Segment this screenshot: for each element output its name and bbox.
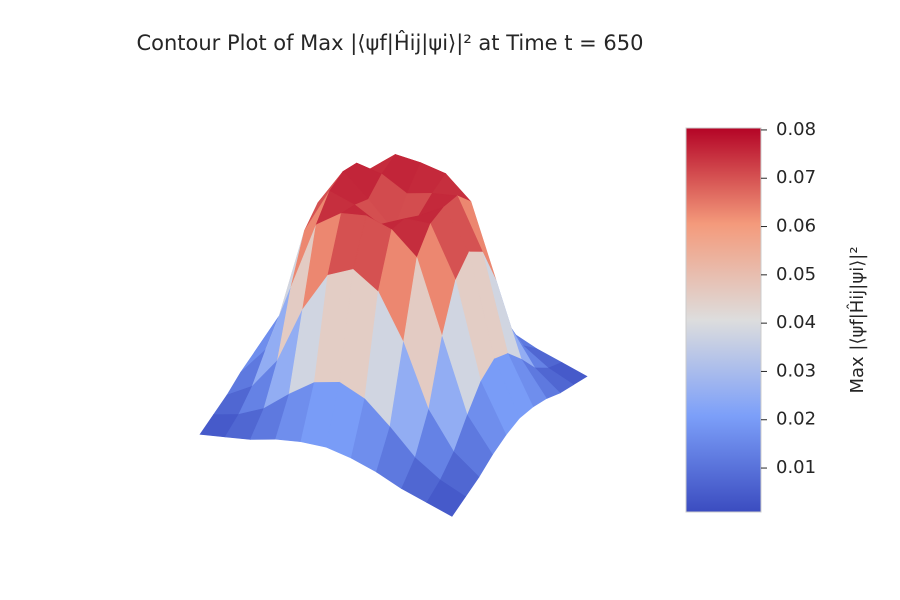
colorbar-label: Max |⟨ψf|Ĥij|ψi⟩|²	[846, 246, 868, 393]
colorbar-tick-label: 0.08	[776, 119, 816, 140]
colorbar-tick-label: 0.02	[776, 409, 816, 430]
colorbar-tick-label: 0.04	[776, 312, 816, 333]
colorbar-tick-label: 0.06	[776, 216, 816, 237]
colorbar	[685, 127, 762, 513]
surface	[199, 153, 588, 517]
colorbar-tick-label: 0.03	[776, 360, 816, 381]
colorbar-tick-label: 0.05	[776, 264, 816, 285]
chart-title: Contour Plot of Max |⟨ψf|Ĥij|ψi⟩|² at Ti…	[136, 30, 643, 56]
surface-face	[426, 479, 466, 517]
colorbar-tick-label: 0.01	[776, 457, 816, 478]
colorbar-tick-label: 0.07	[776, 167, 816, 188]
